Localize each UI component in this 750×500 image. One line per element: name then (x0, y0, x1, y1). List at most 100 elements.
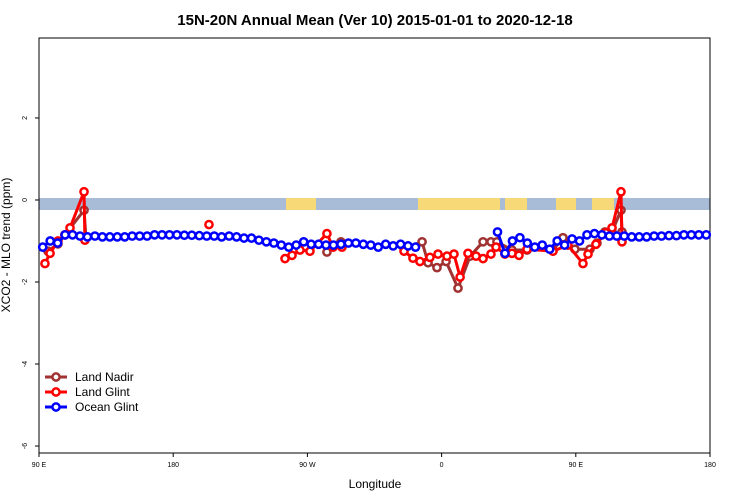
data-point (507, 236, 518, 246)
data-point (486, 249, 496, 259)
data-point (351, 238, 361, 248)
data-point (254, 235, 264, 246)
data-point (142, 231, 152, 241)
data-point (410, 242, 421, 252)
data-point (149, 229, 160, 240)
data-point (67, 229, 78, 240)
data-point (112, 232, 123, 242)
data-point (37, 242, 48, 252)
data-point (403, 241, 413, 251)
data-point (380, 239, 391, 250)
legend-label: Ocean Glint (75, 400, 139, 414)
data-point (626, 232, 637, 242)
data-point (127, 231, 138, 241)
data-point (453, 283, 463, 293)
data-point (611, 231, 622, 241)
data-point (491, 242, 501, 252)
data-point (604, 231, 615, 241)
data-point (671, 230, 682, 241)
data-point (306, 239, 316, 250)
data-point (291, 240, 302, 250)
data-point (529, 242, 540, 252)
data-point (455, 272, 465, 282)
data-point (261, 236, 272, 247)
data-point (90, 231, 100, 241)
data-point (231, 232, 242, 242)
data-point (649, 231, 659, 241)
data-point (365, 240, 376, 250)
data-point (79, 186, 89, 197)
x-tick-label: 180 (167, 462, 179, 469)
data-point (589, 228, 600, 239)
data-point (478, 236, 488, 247)
data-point (194, 230, 205, 241)
legend-marker (51, 372, 61, 382)
data-point (276, 240, 287, 250)
y-tick-label: -6 (22, 443, 29, 449)
legend-marker (51, 387, 61, 397)
data-point (40, 258, 50, 269)
data-point (45, 248, 55, 259)
data-point (597, 229, 607, 240)
data-point (616, 186, 626, 197)
data-point (425, 252, 435, 263)
chart-title: 15N-20N Annual Mean (Ver 10) 2015-01-01 … (177, 12, 572, 29)
data-point (664, 230, 674, 241)
data-point (104, 232, 115, 242)
data-point (500, 248, 510, 259)
y-tick-label: -2 (22, 279, 29, 285)
data-point (463, 248, 473, 259)
data-point (591, 239, 601, 250)
data-point (578, 258, 588, 269)
legend-label: Land Nadir (75, 370, 134, 384)
x-tick-label: 0 (440, 462, 444, 469)
data-point (686, 229, 697, 240)
data-point (209, 231, 220, 241)
data-point (656, 231, 667, 241)
x-tick-label: 90 W (299, 462, 316, 469)
data-point (298, 236, 309, 247)
y-axis-label: XCO2 - MLO trend (ppm) (0, 178, 13, 313)
data-point (172, 229, 182, 240)
data-point (417, 236, 427, 247)
data-point (204, 219, 214, 230)
data-point (693, 229, 704, 240)
land-patch (286, 198, 316, 210)
data-point (492, 227, 503, 237)
data-point (388, 241, 398, 251)
data-point (246, 233, 257, 243)
data-point (82, 232, 93, 242)
data-point (119, 232, 130, 242)
data-point (582, 229, 592, 240)
data-point (544, 244, 555, 255)
y-tick-label: 0 (22, 198, 29, 202)
land-patch (418, 198, 500, 210)
data-point (679, 229, 689, 240)
data-point (567, 234, 577, 244)
x-axis-label: Longitude (349, 477, 402, 491)
x-tick-label: 90 E (569, 462, 584, 469)
data-point (269, 238, 279, 248)
data-point (224, 231, 234, 241)
data-point (432, 262, 442, 273)
data-point (313, 239, 324, 250)
data-point (478, 253, 488, 264)
y-tick-label: 2 (22, 116, 29, 120)
data-point (415, 256, 425, 267)
data-point (433, 249, 443, 259)
legend-label: Land Glint (75, 385, 130, 399)
data-point (328, 240, 339, 250)
data-point (515, 232, 525, 243)
data-point (97, 232, 108, 242)
data-point (522, 238, 533, 248)
x-tick-label: 90 E (32, 462, 47, 469)
data-point (574, 236, 585, 246)
data-point (186, 230, 197, 241)
data-point (45, 236, 56, 246)
land-mask-band (39, 198, 710, 210)
data-point (201, 231, 212, 241)
data-point (239, 233, 249, 243)
data-point (179, 230, 190, 241)
